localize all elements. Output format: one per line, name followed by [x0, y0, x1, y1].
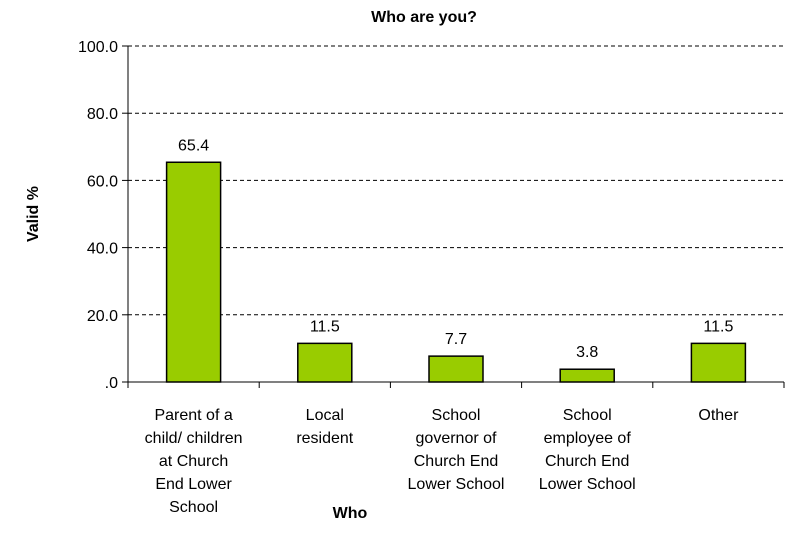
gridlines [128, 45, 784, 316]
data-label: 11.5 [310, 318, 340, 335]
bar [165, 161, 222, 383]
category-label-line: Parent of a [154, 407, 232, 424]
y-tick-label: 100.0 [78, 39, 118, 56]
bar [428, 355, 484, 383]
data-label: 65.4 [178, 137, 209, 154]
bar [559, 368, 615, 383]
y-tick-label: .0 [105, 375, 118, 392]
data-label: 7.7 [445, 331, 467, 348]
category-label-line: Church End [545, 453, 630, 470]
category-label-line: employee of [544, 430, 632, 447]
category-label-line: School [432, 407, 481, 424]
category-label-line: Lower School [408, 476, 505, 493]
axes [122, 45, 785, 388]
data-label: 3.8 [576, 344, 598, 361]
category-label: School employee of Church End Lower School [539, 407, 636, 493]
bars [165, 161, 747, 383]
category-label-line: End Lower [155, 476, 232, 493]
category-label-line: School [563, 407, 612, 424]
bar [690, 342, 747, 383]
y-tick-label: 20.0 [87, 308, 118, 325]
category-label-line: Church End [414, 453, 499, 470]
data-label: 11.5 [703, 318, 733, 335]
category-label-line: Other [698, 407, 739, 424]
category-label-line: governor of [416, 430, 497, 447]
y-tick-label: 60.0 [87, 173, 118, 190]
category-label-line: School [169, 499, 218, 516]
chart-title: Who are you? [371, 9, 477, 26]
category-label-line: Local [306, 407, 344, 424]
y-axis-title: Valid % [25, 186, 42, 242]
x-axis-title: Who [333, 505, 368, 522]
category-label: Local resident [296, 407, 353, 447]
category-label-line: child/ children [145, 430, 243, 447]
y-tick-label: 40.0 [87, 241, 118, 258]
labels: .0 20.0 40.0 60.0 80.0 100.0 65.4 Parent of a ch… [78, 39, 739, 516]
category-label: School governor of Church End Lower School [408, 407, 505, 493]
category-label: Other [698, 407, 739, 424]
y-tick-label: 80.0 [87, 106, 118, 123]
category-label-line: Lower School [539, 476, 636, 493]
category-label-line: resident [296, 430, 353, 447]
bar [297, 342, 353, 383]
category-label-line: at Church [159, 453, 228, 470]
category-label: Parent of a child/ children at Church End L… [145, 407, 243, 516]
